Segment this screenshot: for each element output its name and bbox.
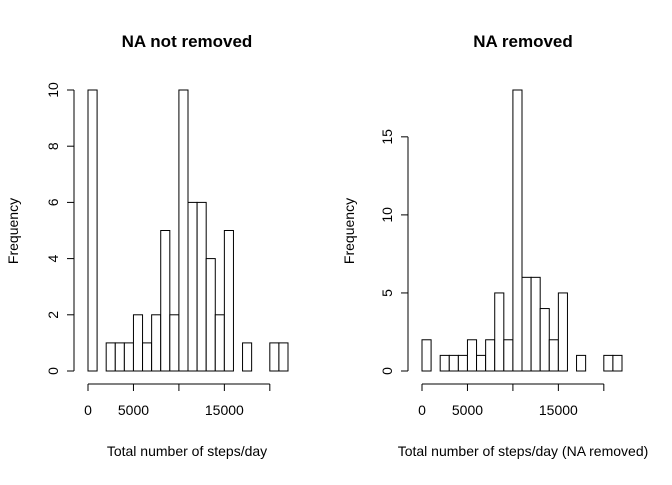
y-tick-label: 15 bbox=[379, 129, 395, 145]
histogram-bar bbox=[530, 276, 541, 372]
histogram-bar bbox=[603, 354, 614, 372]
x-axis-label: Total number of steps/day (NA removed) bbox=[398, 443, 649, 459]
histogram-bar bbox=[476, 354, 487, 372]
y-tick-label: 2 bbox=[45, 311, 61, 319]
histogram-bar bbox=[278, 342, 289, 372]
bars-group bbox=[421, 89, 623, 372]
histogram-bar bbox=[160, 230, 171, 372]
histogram-bar bbox=[466, 339, 478, 372]
y-tick-label: 10 bbox=[45, 82, 61, 98]
histogram-bar bbox=[485, 339, 496, 372]
chart-title: NA removed bbox=[473, 32, 573, 51]
histogram-bar bbox=[196, 201, 207, 372]
histogram-panel-na-not-removed: NA not removed Total number of steps/day… bbox=[5, 32, 289, 459]
histogram-bar bbox=[269, 342, 280, 372]
y-tick-label: 4 bbox=[45, 254, 61, 262]
histogram-bar bbox=[494, 292, 505, 372]
chart-title: NA not removed bbox=[122, 32, 253, 51]
y-axis-label: Frequency bbox=[341, 198, 357, 264]
x-tick-label: 5000 bbox=[452, 402, 483, 418]
histogram-bar bbox=[151, 314, 162, 372]
x-axis: 0 5000 15000 bbox=[418, 383, 605, 418]
histogram-bar bbox=[612, 354, 623, 372]
histogram-bar bbox=[548, 339, 559, 372]
histogram-bar bbox=[214, 314, 225, 372]
histogram-bar bbox=[521, 276, 532, 372]
histogram-panel-na-removed: NA removed Total number of steps/day (NA… bbox=[341, 32, 648, 459]
histogram-bar bbox=[187, 201, 198, 372]
histogram-bar bbox=[242, 342, 253, 372]
bars-group bbox=[87, 89, 289, 372]
histogram-bar bbox=[205, 258, 216, 372]
y-tick-label: 0 bbox=[45, 367, 61, 375]
histogram-bar bbox=[105, 342, 116, 372]
y-axis: 0 2 4 6 8 10 bbox=[45, 82, 75, 375]
histogram-bar bbox=[512, 89, 523, 372]
histogram-bar bbox=[178, 89, 189, 372]
histogram-bar bbox=[132, 314, 144, 372]
y-axis-label: Frequency bbox=[5, 198, 21, 264]
histogram-bar bbox=[87, 89, 98, 372]
histogram-bar bbox=[448, 354, 459, 372]
y-tick-label: 6 bbox=[45, 198, 61, 206]
y-tick-label: 0 bbox=[379, 367, 395, 375]
x-axis: 0 5000 15000 bbox=[84, 383, 271, 418]
x-tick-label: 15000 bbox=[205, 402, 244, 418]
histogram-bar bbox=[142, 342, 153, 372]
histogram-bar bbox=[421, 339, 432, 372]
histogram-bar bbox=[123, 342, 134, 372]
x-tick-label: 0 bbox=[418, 402, 426, 418]
histogram-bar bbox=[557, 292, 568, 372]
histogram-bar bbox=[576, 354, 587, 372]
x-tick-label: 15000 bbox=[539, 402, 578, 418]
x-axis-label: Total number of steps/day bbox=[107, 443, 267, 459]
histogram-bar bbox=[169, 314, 180, 372]
histogram-bar bbox=[439, 354, 450, 372]
histogram-bar bbox=[539, 308, 550, 372]
y-tick-label: 8 bbox=[45, 142, 61, 150]
y-axis: 0 5 10 15 bbox=[379, 129, 409, 375]
x-tick-label: 5000 bbox=[118, 402, 149, 418]
x-tick-label: 0 bbox=[84, 402, 92, 418]
histogram-bar bbox=[503, 339, 514, 372]
histogram-bar bbox=[223, 230, 234, 372]
y-tick-label: 5 bbox=[379, 289, 395, 297]
histogram-bar bbox=[457, 354, 468, 372]
histogram-bar bbox=[114, 342, 125, 372]
y-tick-label: 10 bbox=[379, 207, 395, 223]
